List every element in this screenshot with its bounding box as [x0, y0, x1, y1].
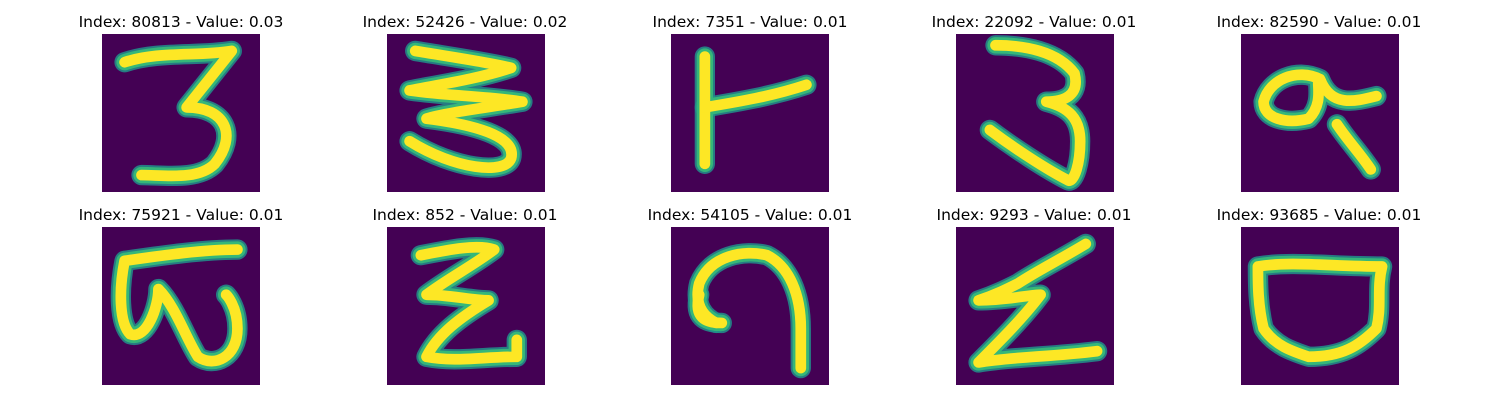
- panel-6: Index: 75921 - Value: 0.01: [46, 203, 316, 385]
- panel-title: Index: 52426 - Value: 0.02: [362, 13, 568, 31]
- digit-image: [671, 227, 829, 385]
- digit-image: [102, 227, 260, 385]
- digit-image: [102, 34, 260, 192]
- panel-10: Index: 93685 - Value: 0.01: [1184, 203, 1454, 385]
- panel-title: Index: 9293 - Value: 0.01: [936, 206, 1132, 224]
- panel-title: Index: 22092 - Value: 0.01: [931, 13, 1137, 31]
- panel-title: Index: 7351 - Value: 0.01: [652, 13, 848, 31]
- digit-image: [956, 34, 1114, 192]
- panel-9: Index: 9293 - Value: 0.01: [899, 203, 1169, 385]
- digit-image: [387, 227, 545, 385]
- panel-3: Index: 7351 - Value: 0.01: [615, 10, 885, 192]
- digit-image: [1241, 34, 1399, 192]
- digit-image: [956, 227, 1114, 385]
- panel-title: Index: 54105 - Value: 0.01: [647, 206, 853, 224]
- digit-image: [671, 34, 829, 192]
- digit-image: [1241, 227, 1399, 385]
- panel-title: Index: 82590 - Value: 0.01: [1216, 13, 1422, 31]
- panel-8: Index: 54105 - Value: 0.01: [615, 203, 885, 385]
- panel-title: Index: 93685 - Value: 0.01: [1216, 206, 1422, 224]
- digit-image: [387, 34, 545, 192]
- panel-title: Index: 75921 - Value: 0.01: [78, 206, 284, 224]
- panel-title: Index: 852 - Value: 0.01: [372, 206, 558, 224]
- panel-7: Index: 852 - Value: 0.01: [330, 203, 600, 385]
- panel-title: Index: 80813 - Value: 0.03: [78, 13, 284, 31]
- panel-4: Index: 22092 - Value: 0.01: [899, 10, 1169, 192]
- panel-2: Index: 52426 - Value: 0.02: [330, 10, 600, 192]
- panel-1: Index: 80813 - Value: 0.03: [46, 10, 316, 192]
- panel-5: Index: 82590 - Value: 0.01: [1184, 10, 1454, 192]
